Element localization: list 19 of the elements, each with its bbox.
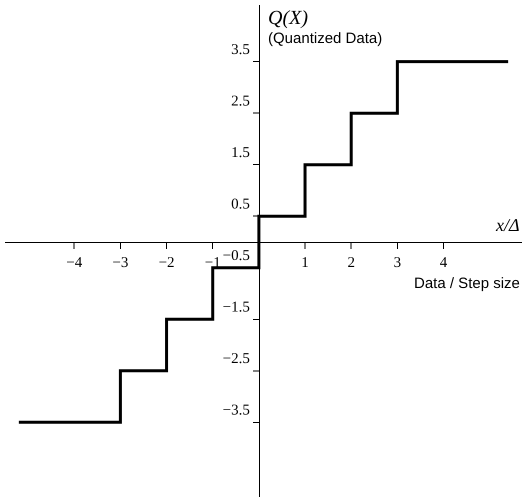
x-tick-label: −3 bbox=[112, 254, 128, 271]
x-tick-label: 4 bbox=[440, 254, 448, 271]
x-tick-label: 1 bbox=[301, 254, 309, 271]
annotation: (Quantized Data) bbox=[268, 30, 382, 47]
y-tick-label: −3.5 bbox=[222, 402, 250, 419]
annotation: Data / Step size bbox=[414, 275, 520, 292]
y-tick-label: −0.5 bbox=[222, 248, 250, 264]
x-tick-label: −2 bbox=[158, 254, 175, 271]
x-tick-label: 2 bbox=[347, 254, 355, 271]
y-axis-title: Q(X) bbox=[268, 7, 308, 29]
x-tick-label: 3 bbox=[394, 254, 402, 271]
y-tick-label: 3.5 bbox=[231, 42, 250, 58]
x-axis-title: x/Δ bbox=[495, 215, 520, 235]
y-tick-label: 2.5 bbox=[231, 93, 250, 110]
y-tick-label: −1.5 bbox=[222, 300, 250, 316]
y-tick-label: −2.5 bbox=[222, 351, 250, 368]
y-tick-label: 1.5 bbox=[231, 144, 250, 161]
y-tick-label: 0.5 bbox=[231, 196, 250, 212]
x-tick-label: −4 bbox=[66, 254, 83, 271]
